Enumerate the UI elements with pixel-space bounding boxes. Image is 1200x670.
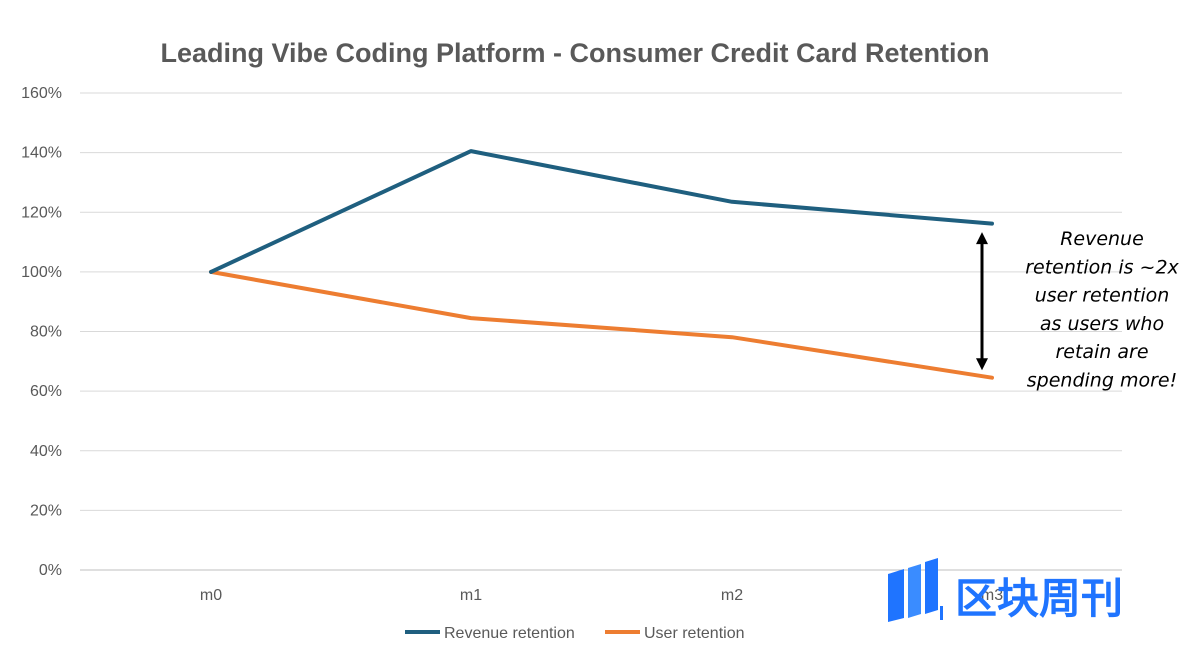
- series-lines: [209, 149, 994, 380]
- watermark: 区块周刊: [888, 558, 1123, 623]
- annotation-line-5: spending more!: [1027, 370, 1177, 392]
- annotation-arrow-head-down: [976, 358, 988, 371]
- annotation-line-0: Revenue: [1060, 228, 1144, 250]
- x-tick-label-m3: m3: [981, 587, 1003, 604]
- grid-lines: [80, 92, 1122, 571]
- annotation-arrow: [976, 232, 988, 371]
- x-tick-label-m2: m2: [721, 587, 743, 604]
- annotation-line-4: retain are: [1055, 341, 1148, 363]
- watermark-logo-icon: [888, 558, 943, 622]
- y-axis-tick-labels: 0% 20% 40% 60% 80% 100% 120% 140% 160%: [21, 85, 62, 579]
- annotation-text: Revenue retention is ~2x user retention as …: [1025, 228, 1179, 392]
- legend: Revenue retention User retention: [405, 625, 745, 642]
- annotation-line-3: as users who: [1040, 313, 1164, 335]
- x-axis-tick-labels: m0 m1 m2 m3: [200, 587, 1003, 604]
- annotation-arrow-head-up: [976, 232, 988, 245]
- y-tick-label-0: 0%: [39, 562, 62, 579]
- legend-label-user-retention: User retention: [644, 625, 745, 642]
- x-tick-label-m0: m0: [200, 587, 222, 604]
- x-tick-label-m1: m1: [460, 587, 482, 604]
- y-tick-label-5: 100%: [21, 264, 62, 281]
- chart-title: Leading Vibe Coding Platform - Consumer …: [160, 38, 989, 68]
- annotation-line-2: user retention: [1035, 285, 1170, 307]
- y-tick-label-6: 120%: [21, 204, 62, 221]
- y-tick-label-4: 80%: [30, 324, 62, 341]
- y-tick-label-1: 20%: [30, 502, 62, 519]
- y-tick-label-3: 60%: [30, 383, 62, 400]
- series-line-user-retention: [209, 269, 994, 380]
- legend-item-revenue-retention: Revenue retention: [405, 625, 575, 642]
- watermark-text: 区块周刊: [955, 574, 1123, 623]
- y-tick-label-7: 140%: [21, 145, 62, 162]
- y-tick-label-2: 40%: [30, 443, 62, 460]
- legend-label-revenue-retention: Revenue retention: [444, 625, 575, 642]
- legend-item-user-retention: User retention: [605, 625, 745, 642]
- annotation-line-1: retention is ~2x: [1025, 256, 1179, 278]
- series-line-revenue-retention: [209, 149, 994, 274]
- y-tick-label-8: 160%: [21, 85, 62, 102]
